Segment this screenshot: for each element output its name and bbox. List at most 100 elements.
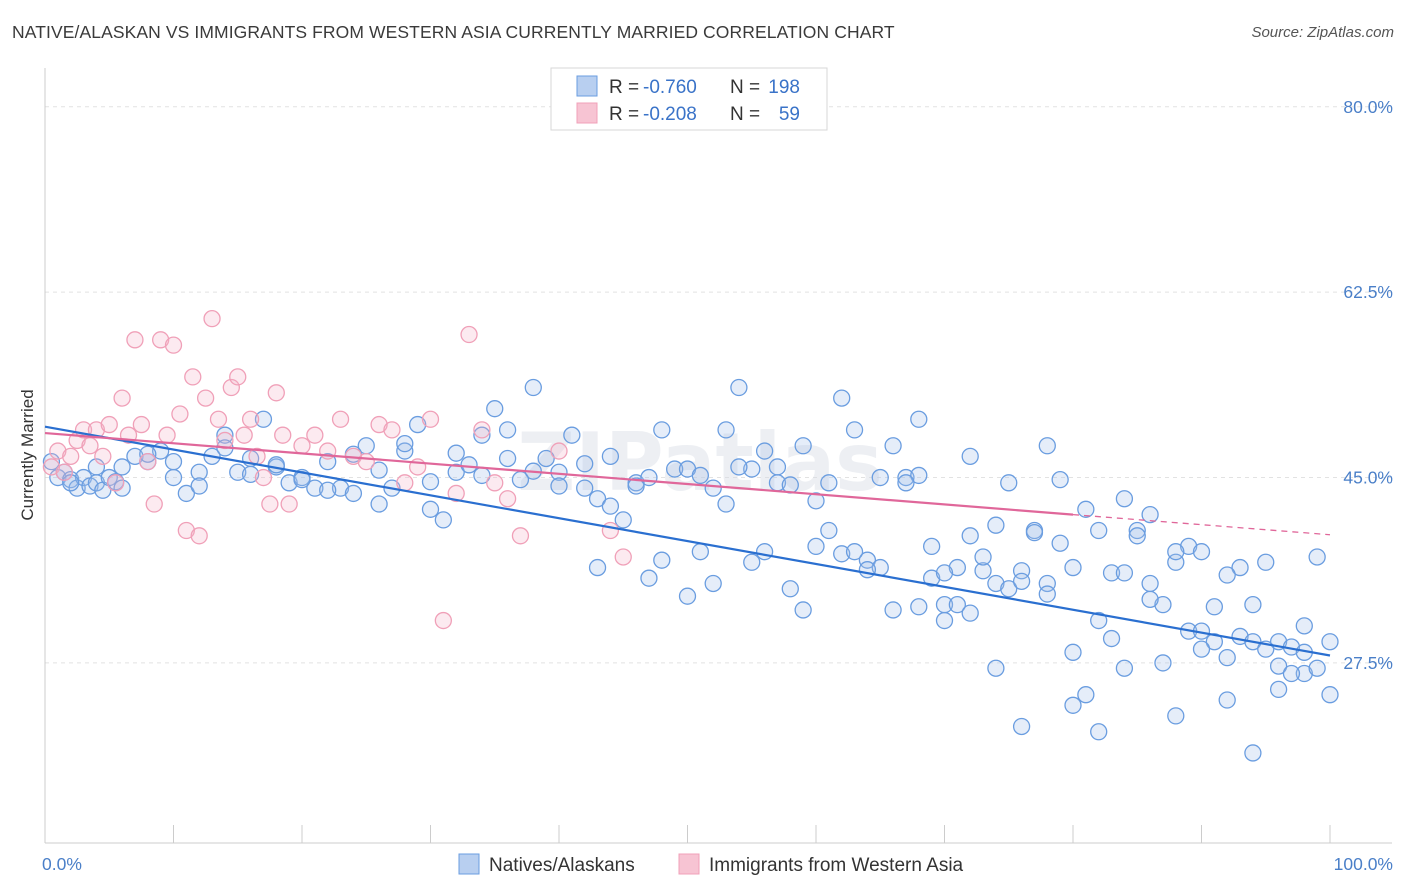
point-natives-77 [961,527,979,545]
point-natives-140 [935,611,954,630]
point-immigrants-35 [267,384,285,402]
point-immigrants-15 [139,452,157,471]
point-natives-136 [833,545,851,563]
point-immigrants-16 [145,495,163,513]
point-natives-187 [1218,566,1236,584]
point-natives-35 [421,500,440,518]
point-immigrants-9 [100,415,118,434]
point-natives-158 [897,474,915,492]
point-natives-162 [1000,580,1018,598]
bottom-legend-swatch-blue [458,853,480,875]
point-natives-188 [1244,596,1262,614]
point-natives-31 [370,495,388,513]
point-immigrants-31 [241,410,260,428]
bottom-legend-label-immigrants: Immigrants from Western Asia [709,855,964,876]
point-immigrants-14 [132,415,151,434]
point-natives-161 [974,548,992,566]
point-natives-49 [601,447,620,466]
point-natives-63 [781,476,799,494]
point-immigrants-19 [164,336,183,354]
point-natives-68 [845,421,864,439]
point-immigrants-10 [107,474,125,492]
point-natives-184 [1141,590,1159,609]
point-natives-125 [550,477,568,495]
point-natives-38 [460,456,478,474]
point-natives-156 [845,543,864,561]
point-immigrants-3 [62,447,80,466]
point-immigrants-56 [550,442,568,460]
point-natives-64 [794,437,812,455]
point-immigrants-28 [222,378,240,397]
legend-r-label-1: R = [609,77,639,98]
legend-n-value-2: 59 [779,104,800,125]
point-immigrants-34 [261,495,279,513]
point-natives-97 [1218,648,1236,667]
point-natives-148 [1141,574,1159,593]
point-natives-86 [1077,500,1095,518]
point-natives-179 [1012,572,1031,591]
point-natives-163 [1025,523,1044,542]
point-natives-26 [306,479,324,497]
point-natives-91 [1141,505,1159,524]
point-natives-135 [807,537,825,556]
point-natives-145 [1064,696,1082,714]
point-natives-80 [1000,474,1018,492]
point-natives-69 [858,551,877,569]
point-natives-20 [229,463,247,481]
point-natives-171 [1231,558,1249,577]
point-natives-120 [421,473,440,491]
point-immigrants-50 [447,484,465,503]
point-natives-132 [730,458,748,476]
point-natives-185 [1167,707,1185,725]
point-immigrants-39 [306,426,324,444]
y-tick-label-3: 80.0% [1343,97,1393,117]
point-immigrants-55 [511,527,530,545]
point-natives-106 [62,474,80,492]
point-natives-87 [1090,521,1108,540]
legend-swatch-pink [576,102,598,124]
point-natives-134 [781,580,799,598]
point-natives-59 [730,378,748,397]
point-immigrants-11 [113,389,131,407]
point-immigrants-51 [460,325,478,344]
point-natives-167 [1128,527,1146,545]
point-natives-175 [910,410,928,428]
point-immigrants-27 [216,431,234,450]
point-natives-193 [691,543,709,561]
trend-lines [44,425,1331,657]
point-natives-126 [576,455,594,473]
point-natives-127 [601,497,620,515]
x-tick-labels: 0.0% 100.0% [42,854,1393,874]
point-natives-152 [1244,744,1262,762]
point-natives-121 [447,444,465,462]
legend-n-label-1: N = [730,77,760,98]
point-natives-22 [254,410,273,428]
point-natives-107 [87,458,106,476]
point-natives-95 [1192,543,1211,561]
point-natives-60 [743,460,761,478]
point-natives-58 [717,495,735,513]
point-natives-50 [614,511,632,529]
point-natives-146 [1090,723,1108,741]
point-immigrants-58 [614,548,632,566]
point-natives-192 [640,569,658,587]
point-natives-113 [241,465,260,484]
point-natives-138 [884,601,902,619]
point-natives-41 [498,421,517,439]
point-natives-182 [1090,611,1108,630]
chart-source: Source: ZipAtlas.com [1251,24,1394,41]
point-natives-114 [267,456,285,474]
grid-lines [45,106,1392,664]
y-tick-label-2: 62.5% [1343,282,1393,302]
y-tick-labels: 27.5% 45.0% 62.5% 80.0% [1343,97,1393,673]
point-immigrants-0 [42,458,61,476]
point-natives-155 [1321,686,1339,704]
point-immigrants-46 [396,474,414,492]
point-natives-40 [486,400,504,418]
point-natives-56 [691,466,709,485]
point-natives-194 [743,553,761,571]
point-natives-154 [1295,664,1313,683]
point-natives-119 [396,434,414,453]
point-immigrants-25 [203,309,221,328]
